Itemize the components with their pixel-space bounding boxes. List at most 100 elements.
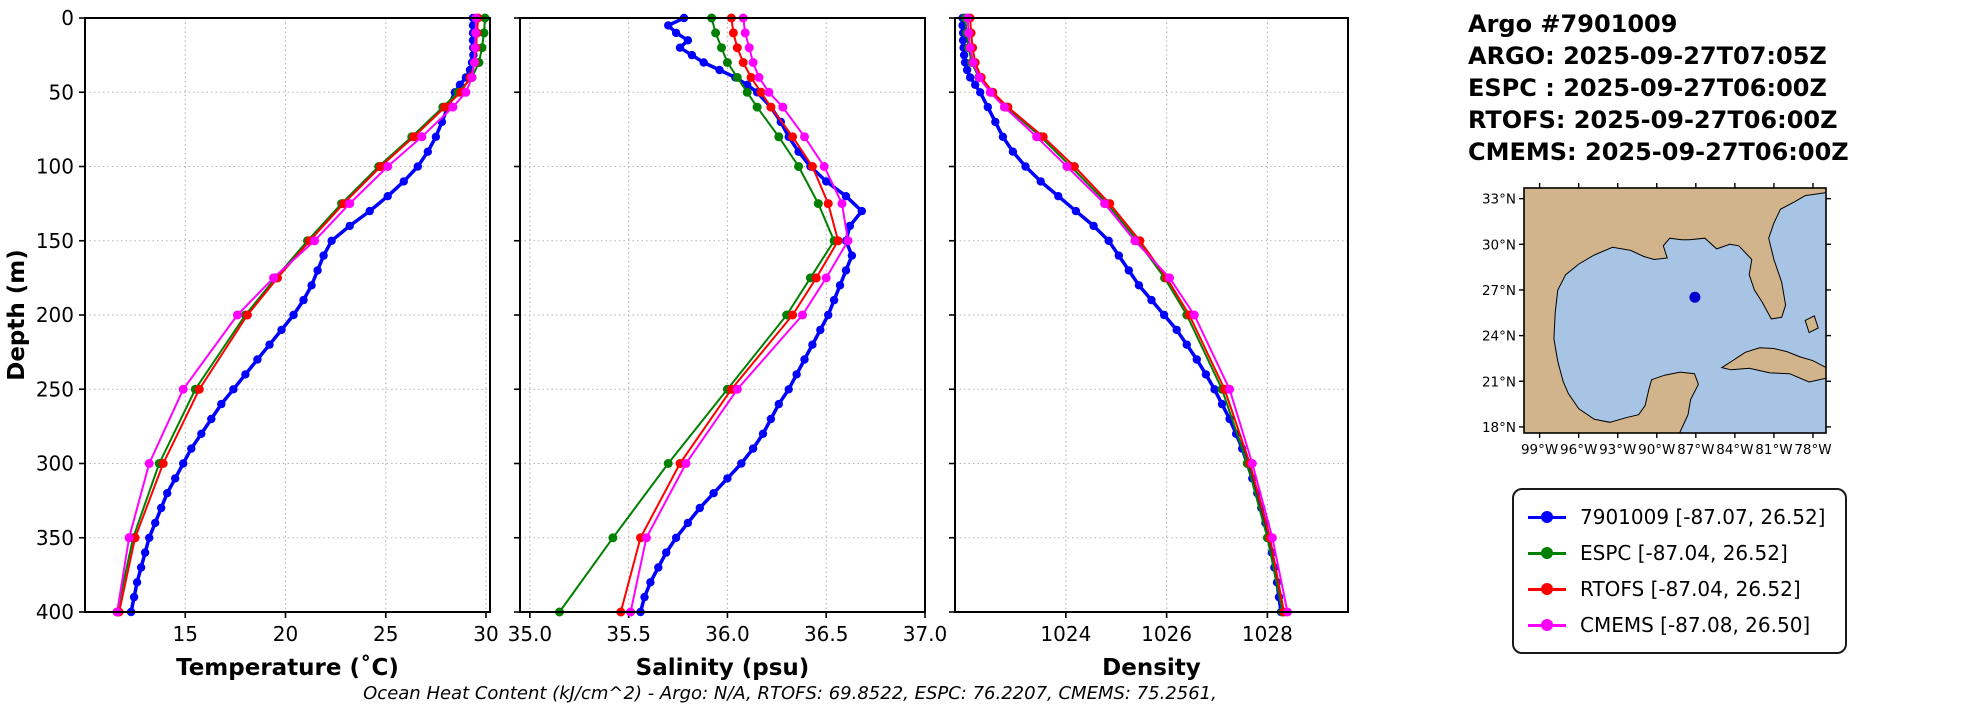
x-tick-label: 25 <box>373 622 398 646</box>
RTOFS-salinity-marker <box>788 132 798 142</box>
7901009-density-marker <box>1036 177 1045 186</box>
legend-label: ESPC [-87.04, 26.52] <box>1580 541 1788 565</box>
7901009-temperature-marker <box>307 281 316 290</box>
legend-entry-rtofs: RTOFS [-87.04, 26.52] <box>1528 571 1825 607</box>
7901009-temperature-marker <box>207 414 216 424</box>
ESPC-salinity-marker <box>752 102 762 112</box>
7901009-salinity-marker <box>766 414 776 424</box>
ESPC-salinity-marker <box>774 132 784 142</box>
CMEMS-salinity-marker <box>681 459 691 468</box>
7901009-salinity-line <box>638 16 864 613</box>
7901009-temperature-marker <box>313 266 322 275</box>
7901009-temperature-marker <box>163 489 172 498</box>
7901009-salinity-marker <box>816 325 825 335</box>
legend-label: 7901009 [-87.07, 26.52] <box>1580 505 1826 529</box>
density-axis-title: Density <box>1102 655 1201 681</box>
map-lon-label: 96°W <box>1560 442 1597 458</box>
7901009-density-marker <box>1192 355 1202 364</box>
7901009-density-marker <box>983 102 992 112</box>
CMEMS-temperature-marker <box>469 58 479 67</box>
7901009-temperature-marker <box>289 310 298 320</box>
map-lat-label: 18°N <box>1482 420 1516 436</box>
x-tick-label: 35.0 <box>508 622 553 646</box>
legend-dot-icon <box>1541 547 1553 559</box>
RTOFS-salinity-marker <box>746 72 756 82</box>
7901009-salinity-marker <box>835 281 845 290</box>
CMEMS-density-marker <box>968 58 978 67</box>
CMEMS-salinity-marker <box>748 58 758 67</box>
map-lon-label: 84°W <box>1716 442 1753 458</box>
plot-frame <box>519 17 926 613</box>
plot-frame <box>84 17 491 613</box>
map-lon-label: 99°W <box>1521 442 1558 458</box>
x-tick-label: 35.5 <box>606 622 651 646</box>
CMEMS-density-marker <box>1032 132 1042 142</box>
location-map: 33°N 30°N 27°N 24°N 21°N 18°N 99°W 96°W 93°W 90°W… <box>1482 183 1832 458</box>
CMEMS-temperature-marker <box>383 162 393 171</box>
profile-plots: 15 20 25 30050100150200250300350400Temperat… <box>4 6 1349 681</box>
7901009-temperature-marker <box>145 533 154 542</box>
7901009-density-marker <box>1124 266 1134 275</box>
7901009-temperature-marker <box>217 399 226 409</box>
7901009-density-marker <box>991 117 1000 127</box>
7901009-density-marker <box>1114 251 1124 260</box>
CMEMS-salinity-marker <box>744 43 754 53</box>
7901009-density-marker <box>1201 370 1211 379</box>
7901009-salinity-marker <box>824 310 833 320</box>
7901009-temperature-marker <box>129 592 139 602</box>
RTOFS-temperature-marker <box>440 102 450 112</box>
x-tick-label: 1028 <box>1242 622 1293 646</box>
7901009-temperature-marker <box>365 206 374 216</box>
CMEMS-density-marker <box>974 72 984 82</box>
RTOFS-salinity-marker <box>738 58 748 67</box>
ESPC-salinity-marker <box>732 72 742 82</box>
RTOFS-temperature-marker <box>409 132 419 142</box>
7901009-salinity-marker <box>671 28 681 38</box>
CMEMS-temperature-marker <box>471 28 481 38</box>
CMEMS-temperature-marker <box>178 384 188 394</box>
7901009-density-marker <box>960 58 970 67</box>
7901009-temperature-marker <box>299 295 308 305</box>
CMEMS-density-marker <box>1267 533 1277 543</box>
map-lat-label: 30°N <box>1482 237 1516 253</box>
7901009-salinity-marker <box>683 518 693 528</box>
7901009-temperature-marker <box>399 177 408 186</box>
espc-timestamp: ESPC : 2025-09-27T06:00Z <box>1468 74 1827 102</box>
ohc-footer: Ocean Heat Content (kJ/cm^2) - Argo: N/A… <box>363 683 1217 704</box>
map-land-group <box>1524 188 1826 433</box>
7901009-salinity-marker <box>845 221 855 231</box>
RTOFS-salinity-marker <box>823 199 833 209</box>
RTOFS-temperature-marker <box>158 459 168 468</box>
RTOFS-salinity-marker <box>732 43 742 53</box>
7901009-density-marker <box>1172 325 1181 335</box>
7901009-temperature-marker <box>431 132 441 141</box>
7901009-temperature-marker <box>197 429 206 438</box>
RTOFS-salinity-marker <box>833 236 843 246</box>
map-frame <box>1523 187 1827 434</box>
legend-entry-cmems: CMEMS [-87.08, 26.50] <box>1528 607 1825 643</box>
7901009-salinity-marker <box>709 489 718 498</box>
7901009-salinity-marker <box>646 578 655 587</box>
7901009-salinity-marker <box>723 474 732 483</box>
7901009-density-marker <box>1210 385 1219 394</box>
7901009-salinity-marker <box>737 459 746 468</box>
CMEMS-density-marker <box>1189 310 1199 320</box>
CMEMS-density-marker <box>1247 459 1257 468</box>
RTOFS-temperature-line <box>118 17 479 613</box>
argo-position-marker <box>1689 291 1701 303</box>
7901009-density-marker <box>1159 310 1169 320</box>
7901009-density-marker <box>976 88 985 97</box>
7901009-temperature-marker <box>327 236 336 245</box>
CMEMS-temperature-marker <box>269 273 278 283</box>
CMEMS-temperature-marker <box>470 43 480 53</box>
RTOFS-temperature-marker <box>242 310 252 320</box>
y-tick-label: 150 <box>36 229 74 253</box>
7901009-salinity-marker <box>671 533 681 542</box>
y-tick-label: 250 <box>36 377 74 401</box>
depth-axis-title: Depth (m) <box>4 249 30 381</box>
CMEMS-salinity-marker <box>740 28 750 38</box>
7901009-temperature-marker <box>319 251 328 260</box>
RTOFS-salinity-marker <box>756 87 766 97</box>
7901009-salinity-marker <box>774 399 783 409</box>
7901009-salinity-marker <box>715 65 724 75</box>
